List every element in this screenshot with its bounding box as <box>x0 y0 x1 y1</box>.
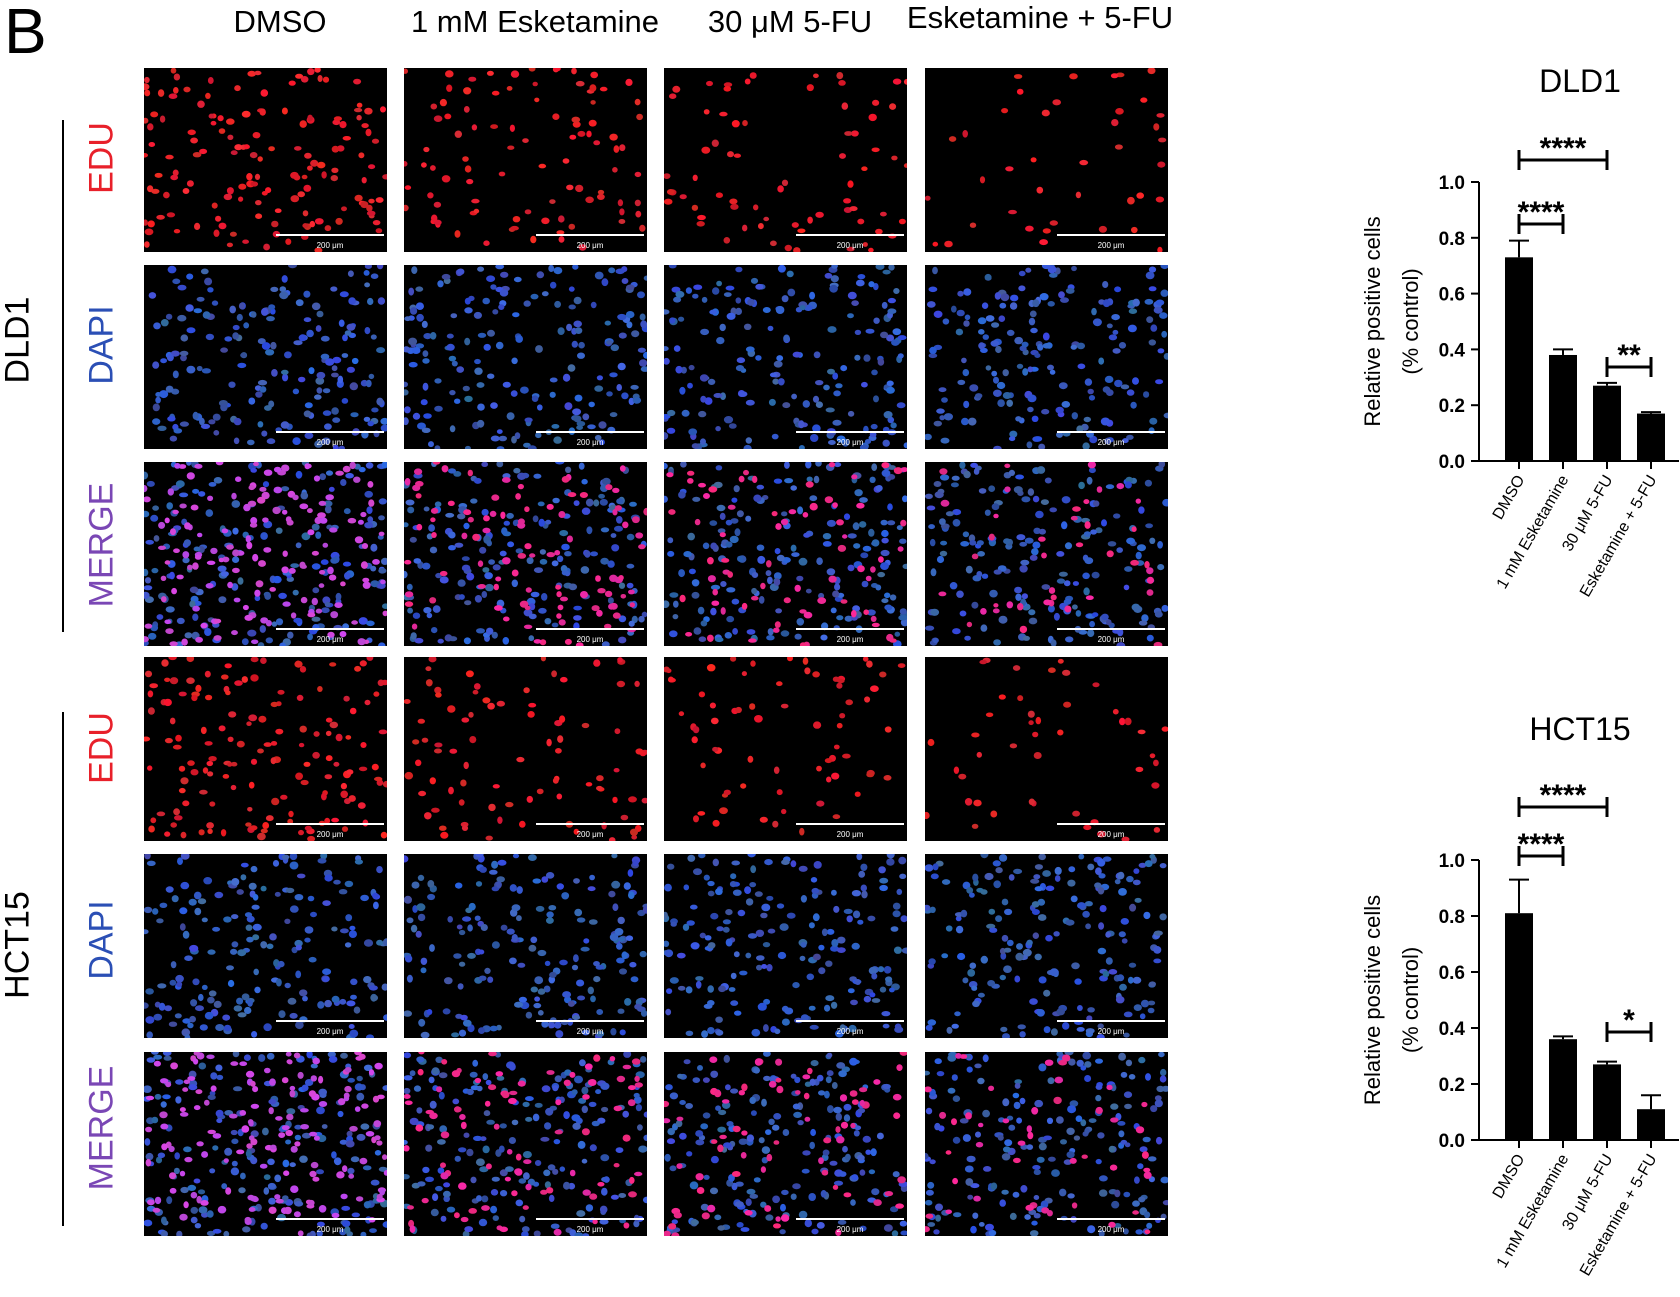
y-tick-label: 0.0 <box>1439 452 1465 473</box>
svg-text:200 μm: 200 μm <box>837 438 864 447</box>
svg-text:200 μm: 200 μm <box>317 830 344 839</box>
micro-image-dld1-dapi-1: 200 μm <box>144 265 387 449</box>
micro-image-hct15-dapi-4: 200 μm <box>925 854 1168 1038</box>
svg-text:200 μm: 200 μm <box>1098 830 1125 839</box>
significance-label: ** <box>1617 339 1641 372</box>
micro-image-dld1-dapi-4: 200 μm <box>925 265 1168 449</box>
micro-image-dld1-merge-2: 200 μm <box>404 462 647 646</box>
y-axis-label-line: (% control) <box>1398 947 1423 1053</box>
svg-text:200 μm: 200 μm <box>577 241 604 250</box>
y-tick-label: 0.8 <box>1439 229 1465 250</box>
x-tick-label: Esketamine + 5-FU <box>1577 473 1660 600</box>
svg-text:200 μm: 200 μm <box>317 438 344 447</box>
svg-text:200 μm: 200 μm <box>577 830 604 839</box>
significance-label: * <box>1623 1004 1635 1037</box>
y-tick-label: 0.8 <box>1439 907 1465 928</box>
panel-letter: B <box>4 0 47 67</box>
significance-label: **** <box>1540 779 1587 812</box>
y-tick-label: 0.6 <box>1439 963 1465 984</box>
bar <box>1637 1109 1665 1140</box>
svg-text:200 μm: 200 μm <box>837 1027 864 1036</box>
svg-text:200 μm: 200 μm <box>317 1027 344 1036</box>
y-axis-label-line: Relative positive cells <box>1360 216 1385 426</box>
micro-image-hct15-edu-2: 200 μm <box>404 657 647 841</box>
bar <box>1505 913 1533 1140</box>
svg-text:200 μm: 200 μm <box>1098 635 1125 644</box>
micro-image-hct15-merge-4: 200 μm <box>925 1052 1168 1236</box>
micro-image-hct15-edu-4: 200 μm <box>925 657 1168 841</box>
y-tick-label: 0.6 <box>1439 285 1465 306</box>
bar <box>1505 257 1533 461</box>
micro-image-hct15-merge-1: 200 μm <box>144 1052 387 1236</box>
micro-image-dld1-edu-3: 200 μm <box>664 68 907 252</box>
micro-image-hct15-edu-3: 200 μm <box>664 657 907 841</box>
micro-image-dld1-edu-4: 200 μm <box>925 68 1168 252</box>
column-header-combination: Esketamine + 5-FU <box>906 0 1174 35</box>
y-tick-label: 0.0 <box>1439 1131 1465 1152</box>
svg-text:200 μm: 200 μm <box>837 830 864 839</box>
x-tick-label: Esketamine + 5-FU <box>1577 1152 1660 1279</box>
y-tick-label: 1.0 <box>1439 851 1465 872</box>
svg-text:200 μm: 200 μm <box>1098 438 1125 447</box>
chart-hct15: HCT15 Relative positive cells (% control) 0… <box>1360 711 1679 1279</box>
micro-image-hct15-edu-1: 200 μm <box>144 657 387 841</box>
significance-label: **** <box>1518 196 1565 229</box>
micro-image-dld1-merge-3: 200 μm <box>664 462 907 646</box>
micro-image-dld1-dapi-3: 200 μm <box>664 265 907 449</box>
svg-text:200 μm: 200 μm <box>317 635 344 644</box>
micro-image-dld1-edu-1: 200 μm <box>144 68 387 252</box>
y-axis-label-line: (% control) <box>1398 268 1423 374</box>
y-tick-label: 0.2 <box>1439 1075 1465 1096</box>
bar <box>1549 1039 1577 1140</box>
column-header-dmso: DMSO <box>233 4 327 39</box>
svg-text:200 μm: 200 μm <box>317 241 344 250</box>
group-bracket-dld1 <box>62 120 64 632</box>
column-header-5fu: 30 μM 5-FU <box>707 4 873 39</box>
y-tick-label: 0.4 <box>1439 1019 1466 1040</box>
bar <box>1549 354 1577 461</box>
svg-text:200 μm: 200 μm <box>317 1225 344 1234</box>
chart-title: HCT15 <box>1529 711 1630 747</box>
x-tick-label: DMSO <box>1490 1152 1529 1202</box>
chart-dld1: DLD1 Relative positive cells (% control) 0.… <box>1360 63 1679 600</box>
svg-text:200 μm: 200 μm <box>577 1225 604 1234</box>
micro-image-hct15-dapi-2: 200 μm <box>404 854 647 1038</box>
y-tick-label: 1.0 <box>1439 173 1465 194</box>
svg-text:200 μm: 200 μm <box>1098 1027 1125 1036</box>
bar <box>1593 385 1621 461</box>
group-bracket-hct15 <box>62 712 64 1226</box>
significance-label: **** <box>1540 132 1587 165</box>
micro-image-hct15-dapi-3: 200 μm <box>664 854 907 1038</box>
y-axis-label-line: Relative positive cells <box>1360 895 1385 1105</box>
svg-text:200 μm: 200 μm <box>577 635 604 644</box>
micro-image-hct15-dapi-1: 200 μm <box>144 854 387 1038</box>
micro-image-dld1-dapi-2: 200 μm <box>404 265 647 449</box>
micro-image-dld1-edu-2: 200 μm <box>404 68 647 252</box>
y-tick-label: 0.4 <box>1439 340 1466 361</box>
chart-title: DLD1 <box>1539 63 1621 99</box>
svg-text:200 μm: 200 μm <box>837 1225 864 1234</box>
y-axis-label: Relative positive cells (% control) <box>1360 895 1423 1105</box>
significance-label: **** <box>1518 828 1565 861</box>
micro-image-dld1-merge-4: 200 μm <box>925 462 1168 646</box>
column-header-esketamine: 1 mM Esketamine <box>410 4 660 39</box>
x-tick-label: DMSO <box>1490 473 1529 523</box>
svg-text:200 μm: 200 μm <box>837 241 864 250</box>
bar <box>1593 1064 1621 1140</box>
micro-image-hct15-merge-2: 200 μm <box>404 1052 647 1236</box>
svg-text:200 μm: 200 μm <box>577 438 604 447</box>
svg-text:200 μm: 200 μm <box>837 635 864 644</box>
svg-text:200 μm: 200 μm <box>577 1027 604 1036</box>
bar <box>1637 413 1665 461</box>
micro-image-hct15-merge-3: 200 μm <box>664 1052 907 1236</box>
y-tick-label: 0.2 <box>1439 396 1465 417</box>
micro-image-dld1-merge-1: 200 μm <box>144 462 387 646</box>
svg-text:200 μm: 200 μm <box>1098 241 1125 250</box>
y-axis-label: Relative positive cells (% control) <box>1360 216 1423 426</box>
